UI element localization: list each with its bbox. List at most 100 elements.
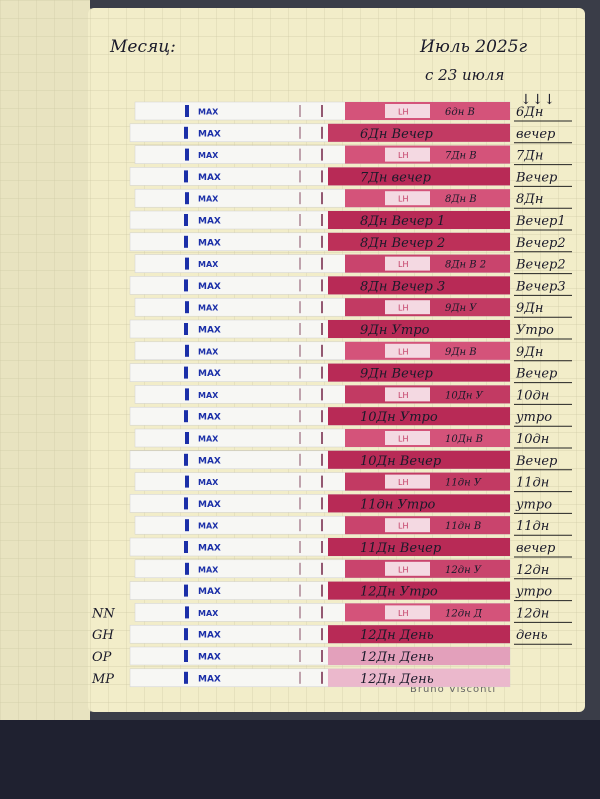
side-label: Утро [516, 323, 554, 338]
month-value: Июль 2025г [419, 37, 528, 57]
lh-print: LH [398, 478, 408, 487]
max-print: MAX [198, 478, 219, 487]
lh-window [385, 343, 430, 358]
margin-label: OP [92, 650, 112, 665]
lh-window [385, 387, 430, 402]
max-print: MAX [198, 522, 219, 531]
side-label: вечер [516, 127, 556, 142]
side-label: 12дн [516, 563, 549, 578]
strip-label: 12Дн День [360, 628, 434, 643]
strip-label: 10Дн В [445, 434, 483, 445]
side-label: 11дн [516, 476, 549, 491]
side-label: утро [515, 585, 552, 600]
max-print: MAX [198, 108, 219, 117]
strip-label: 11Дн Вечер [360, 541, 442, 556]
max-print: MAX [198, 653, 221, 663]
max-mark [184, 584, 188, 597]
max-mark [184, 541, 188, 553]
month-label: Месяц: [109, 37, 176, 57]
max-print: MAX [198, 500, 221, 510]
strip-label: 12дн У [445, 565, 482, 576]
max-print: MAX [198, 456, 221, 466]
max-mark [184, 366, 188, 379]
strip-label: 12Дн Утро [360, 585, 438, 600]
max-mark [184, 214, 188, 226]
brand: Bruno Visconti [410, 684, 496, 695]
strip-pad [328, 581, 510, 600]
side-label: 12дн [516, 606, 549, 621]
max-print: MAX [198, 544, 221, 554]
strip-label: 8Дн В [445, 194, 477, 205]
lh-window [385, 300, 430, 315]
max-mark [185, 344, 189, 357]
lh-window [385, 256, 430, 271]
max-print: MAX [198, 347, 219, 356]
side-label: утро [515, 497, 552, 512]
max-mark [184, 235, 188, 248]
strip-label: 8Дн В 2 [445, 260, 486, 271]
max-print: MAX [198, 238, 221, 248]
max-mark [185, 519, 189, 532]
strip-label: 8Дн Вечер 3 [360, 279, 445, 294]
lh-print: LH [398, 108, 408, 117]
max-print: MAX [198, 129, 221, 139]
max-mark [184, 279, 188, 292]
strip-label: 9Дн У [445, 303, 477, 314]
strip-label: 9Дн В [445, 347, 477, 358]
strip-pad [328, 123, 510, 142]
strip-label: 9Дн Утро [360, 323, 430, 338]
start-date: с 23 июля [425, 66, 504, 84]
strip-label: 9Дн Вечер [360, 367, 434, 382]
lh-window [385, 518, 430, 533]
max-mark [185, 257, 189, 270]
side-label: Вечер3 [515, 279, 566, 294]
lh-window [385, 561, 430, 576]
max-mark [184, 671, 188, 684]
max-mark [185, 148, 189, 161]
side-label: 9Дн [516, 301, 543, 316]
max-mark [184, 628, 188, 641]
max-mark [185, 301, 189, 314]
lh-print: LH [398, 347, 408, 356]
side-label: вечер [516, 541, 556, 556]
lh-print: LH [398, 304, 408, 313]
strip-pad [328, 320, 510, 338]
strip-label: 12дн Д [445, 608, 483, 619]
max-print: MAX [198, 587, 221, 597]
lh-print: LH [398, 195, 408, 204]
strip-pad [328, 494, 510, 513]
strip-pad [328, 668, 510, 687]
max-print: MAX [198, 435, 219, 444]
strip-pad [328, 167, 510, 186]
max-print: MAX [198, 304, 219, 313]
strip-pad [328, 276, 510, 295]
strip-pad [328, 450, 510, 469]
strip-label: 8Дн Вечер 1 [360, 214, 445, 229]
max-mark [185, 562, 189, 575]
lh-window [385, 191, 430, 206]
strip-label: 10Дн У [445, 390, 484, 401]
max-print: MAX [198, 173, 221, 183]
lh-window [385, 474, 430, 489]
side-label: 6Дн [516, 105, 543, 120]
side-label: 10дн [516, 432, 549, 447]
strip-label: 12Дн День [360, 650, 434, 665]
max-print: MAX [198, 565, 219, 574]
max-print: MAX [198, 260, 219, 269]
margin-label: MP [91, 672, 114, 687]
max-mark [184, 497, 188, 510]
max-mark [185, 475, 189, 488]
lh-window [385, 104, 430, 118]
max-print: MAX [198, 195, 219, 204]
strip-pad [328, 232, 510, 251]
strip-label: 10Дн Вечер [360, 454, 442, 469]
max-print: MAX [198, 413, 221, 423]
strip-pad [328, 407, 510, 426]
strip-pad [328, 538, 510, 556]
strip-label: 11дн Утро [360, 497, 436, 512]
max-print: MAX [198, 151, 219, 160]
lh-window [385, 431, 430, 445]
side-label: Вечер [515, 170, 558, 185]
table-surface [0, 720, 600, 799]
